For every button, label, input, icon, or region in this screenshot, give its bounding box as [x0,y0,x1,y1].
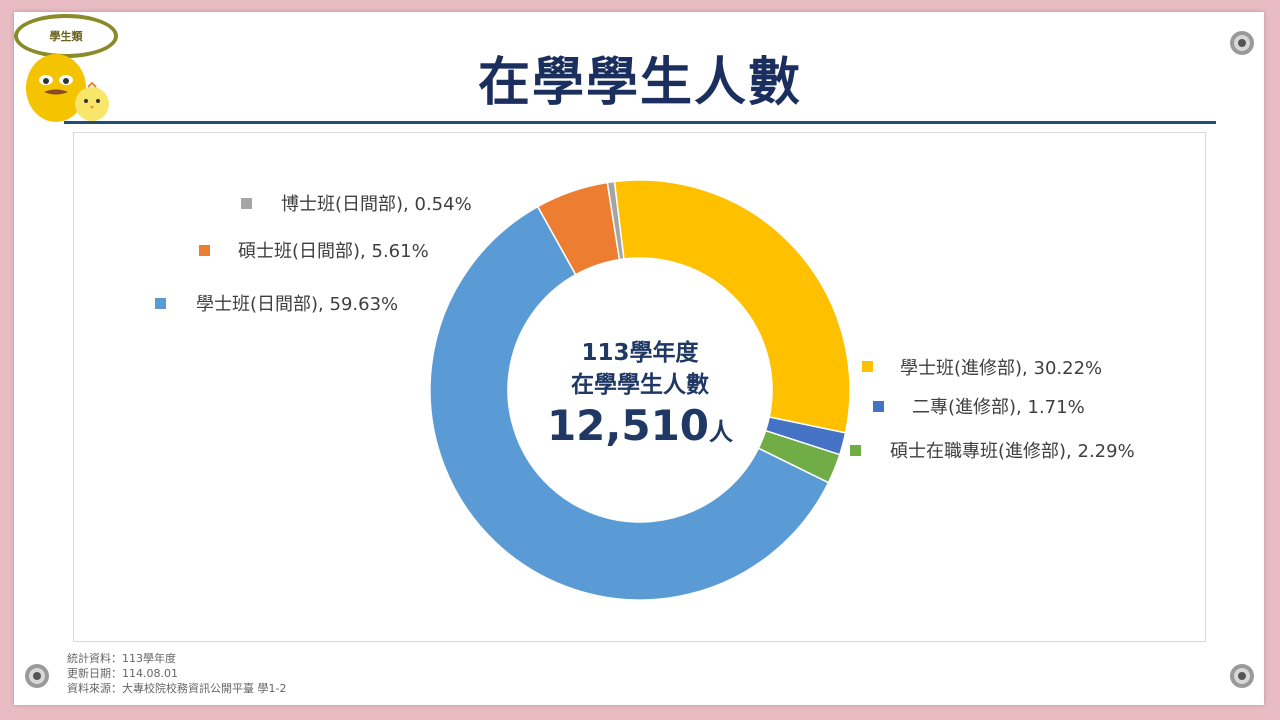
slice-label: 碩士班(日間部), 5.61% [238,241,429,262]
slice-label: 碩士在職專班(進修部), 2.29% [890,441,1135,462]
legend-swatch [155,298,166,309]
donut-slice [429,205,830,601]
source-line: 統計資料：113學年度 [67,652,176,665]
legend-swatch [862,361,873,372]
center-total: 12,510人 [547,401,733,450]
donut-slice [613,179,851,434]
legend-swatch [873,401,884,412]
donut-slice [606,180,625,261]
center-title-line: 113學年度 [581,339,699,366]
source-line: 資料來源：大專校院校務資訊公開平臺 學1-2 [67,682,287,695]
page-title: 在學學生人數 [477,53,802,113]
chick-mascot-icon [26,54,109,122]
slice-label: 學士班(進修部), 30.22% [900,358,1102,379]
legend-swatch [241,198,252,209]
pin-icon [1230,664,1254,688]
slice-label: 學士班(日間部), 59.63% [196,294,398,315]
category-badge: 學生類 [14,14,118,58]
center-title-line: 在學學生人數 [571,371,709,398]
source-line: 更新日期：114.08.01 [67,667,178,680]
legend-swatch [850,445,861,456]
legend-swatch [199,245,210,256]
pin-icon [25,664,49,688]
chart-frame [73,132,1206,642]
title-underline [64,121,1216,124]
slice-label: 博士班(日間部), 0.54% [281,194,472,215]
source-note: 統計資料：113學年度 更新日期：114.08.01 資料來源：大專校院校務資訊… [67,651,286,696]
pin-icon [1230,31,1254,55]
slice-label: 二專(進修部), 1.71% [912,397,1085,418]
